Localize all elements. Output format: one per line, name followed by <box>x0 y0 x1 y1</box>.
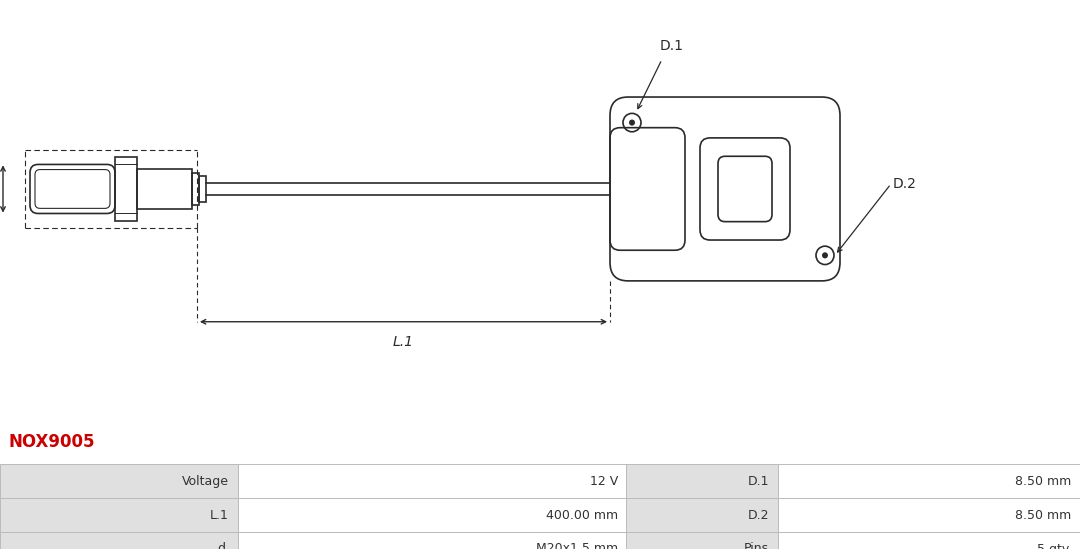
Bar <box>199 176 206 202</box>
Bar <box>114 158 137 221</box>
Text: L.1: L.1 <box>393 335 414 349</box>
Text: 12 V: 12 V <box>590 475 618 488</box>
Bar <box>626 532 778 549</box>
Text: L.1: L.1 <box>211 509 229 522</box>
Bar <box>0 464 238 498</box>
Text: D.2: D.2 <box>747 509 769 522</box>
Bar <box>778 532 1080 549</box>
Text: NOX9005: NOX9005 <box>9 433 95 451</box>
Text: 400.00 mm: 400.00 mm <box>545 509 618 522</box>
Text: 8.50 mm: 8.50 mm <box>1015 475 1071 488</box>
Bar <box>238 532 626 549</box>
Bar <box>137 169 192 209</box>
Text: 5 qty.: 5 qty. <box>1037 542 1071 549</box>
Text: D.2: D.2 <box>893 177 917 191</box>
Text: Pins: Pins <box>744 542 769 549</box>
Circle shape <box>629 120 635 126</box>
Bar <box>626 464 778 498</box>
Bar <box>238 498 626 532</box>
Bar <box>778 464 1080 498</box>
Text: D.1: D.1 <box>660 39 684 53</box>
Text: D.1: D.1 <box>747 475 769 488</box>
Bar <box>0 498 238 532</box>
Bar <box>192 172 199 205</box>
Bar <box>238 464 626 498</box>
Text: M20x1.5 mm: M20x1.5 mm <box>536 542 618 549</box>
Bar <box>0 532 238 549</box>
Text: Voltage: Voltage <box>181 475 229 488</box>
Text: d.: d. <box>217 542 229 549</box>
Bar <box>626 498 778 532</box>
Text: 8.50 mm: 8.50 mm <box>1015 509 1071 522</box>
Circle shape <box>822 253 828 259</box>
Bar <box>778 498 1080 532</box>
